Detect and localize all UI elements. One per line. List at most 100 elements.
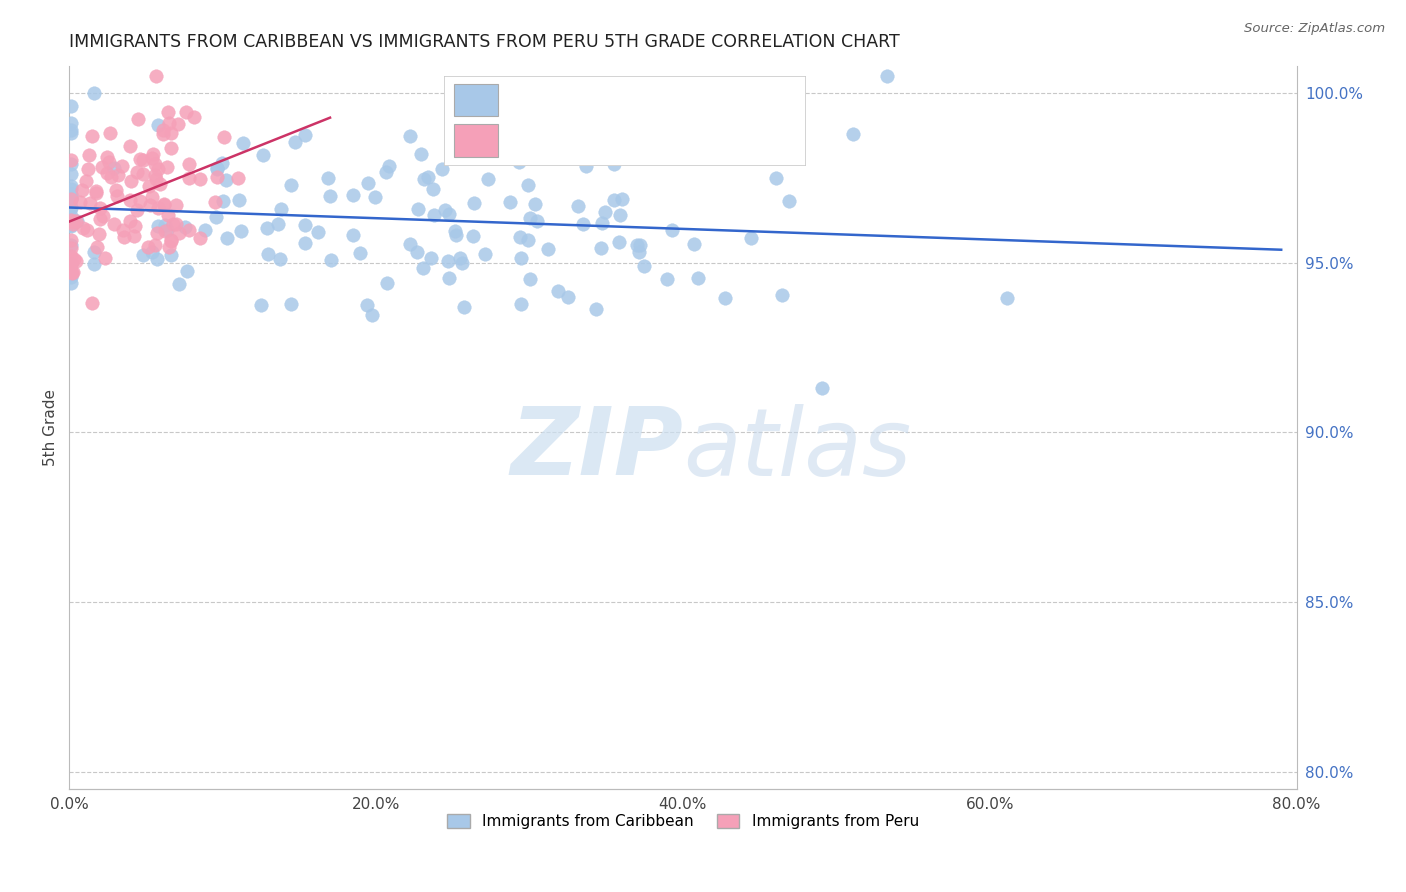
Point xyxy=(131,167,153,181)
Point xyxy=(375,165,398,179)
Point xyxy=(129,152,152,166)
Point xyxy=(146,162,169,177)
Point xyxy=(212,130,235,145)
Point xyxy=(65,214,87,228)
Point xyxy=(167,227,190,241)
Point xyxy=(59,201,82,215)
Point xyxy=(519,142,541,156)
Point xyxy=(610,192,633,206)
Point xyxy=(418,169,440,184)
Point xyxy=(146,219,169,234)
Point xyxy=(167,118,190,132)
Point xyxy=(526,214,548,228)
Text: Source: ZipAtlas.com: Source: ZipAtlas.com xyxy=(1244,22,1385,36)
Point xyxy=(519,272,541,286)
Point xyxy=(59,178,82,193)
Point xyxy=(316,170,339,185)
Point xyxy=(59,255,82,269)
Point xyxy=(252,148,274,162)
Point xyxy=(449,251,471,265)
Point xyxy=(143,156,166,170)
Point xyxy=(62,215,84,229)
Point xyxy=(90,160,112,174)
Point xyxy=(633,259,655,273)
Point xyxy=(59,276,82,290)
Point xyxy=(59,189,82,203)
Point xyxy=(59,233,82,247)
Point xyxy=(405,245,427,260)
Point xyxy=(349,245,371,260)
Point xyxy=(59,153,82,167)
Point xyxy=(280,178,302,193)
Point xyxy=(294,218,316,232)
Point xyxy=(557,290,579,304)
Point xyxy=(627,245,650,260)
Point xyxy=(111,160,134,174)
Point xyxy=(98,155,121,169)
Point xyxy=(516,178,538,193)
Point xyxy=(215,173,238,187)
Point xyxy=(86,240,108,254)
Point xyxy=(177,157,200,171)
Point xyxy=(156,160,179,174)
Point xyxy=(498,194,520,209)
Point xyxy=(411,147,433,161)
Point xyxy=(89,227,111,241)
Point xyxy=(740,230,762,244)
Point xyxy=(628,238,651,252)
Point xyxy=(437,254,460,268)
Point xyxy=(280,297,302,311)
Point xyxy=(626,238,648,252)
Point xyxy=(585,301,607,316)
Point xyxy=(70,183,93,197)
Point xyxy=(59,219,82,234)
Point xyxy=(204,194,226,209)
Point xyxy=(770,288,793,302)
Point xyxy=(257,246,280,260)
Point xyxy=(319,188,342,202)
Point xyxy=(307,226,329,240)
Point xyxy=(59,237,82,252)
Point xyxy=(583,110,606,124)
Point xyxy=(59,267,82,281)
Point xyxy=(76,161,98,176)
Point xyxy=(138,198,160,212)
Point xyxy=(211,155,233,169)
Point xyxy=(129,194,152,208)
Point xyxy=(124,219,146,234)
Point xyxy=(122,228,145,243)
Point xyxy=(460,130,482,145)
Point xyxy=(284,135,307,149)
Point xyxy=(59,99,82,113)
Point xyxy=(398,129,420,144)
Point xyxy=(876,70,898,84)
Point xyxy=(375,276,398,290)
Point xyxy=(149,177,172,191)
Point xyxy=(59,269,82,284)
Point xyxy=(141,245,163,260)
Point xyxy=(734,122,756,136)
Point xyxy=(356,298,378,312)
Point xyxy=(127,202,149,217)
Point xyxy=(160,233,183,247)
Point xyxy=(655,272,678,286)
Point xyxy=(765,170,787,185)
Point xyxy=(152,127,174,141)
Point xyxy=(146,227,169,241)
Point xyxy=(89,201,111,215)
Point xyxy=(205,210,228,224)
Point xyxy=(136,240,159,254)
Point xyxy=(59,265,82,279)
Point xyxy=(153,198,176,212)
Point xyxy=(59,190,82,204)
Point xyxy=(778,194,800,209)
Point xyxy=(267,217,290,231)
Point xyxy=(145,70,167,84)
Point xyxy=(59,182,82,196)
Point xyxy=(59,249,82,263)
Point xyxy=(107,168,129,182)
Point xyxy=(607,235,630,249)
Point xyxy=(547,284,569,298)
Point xyxy=(319,252,342,267)
Point xyxy=(294,128,316,143)
